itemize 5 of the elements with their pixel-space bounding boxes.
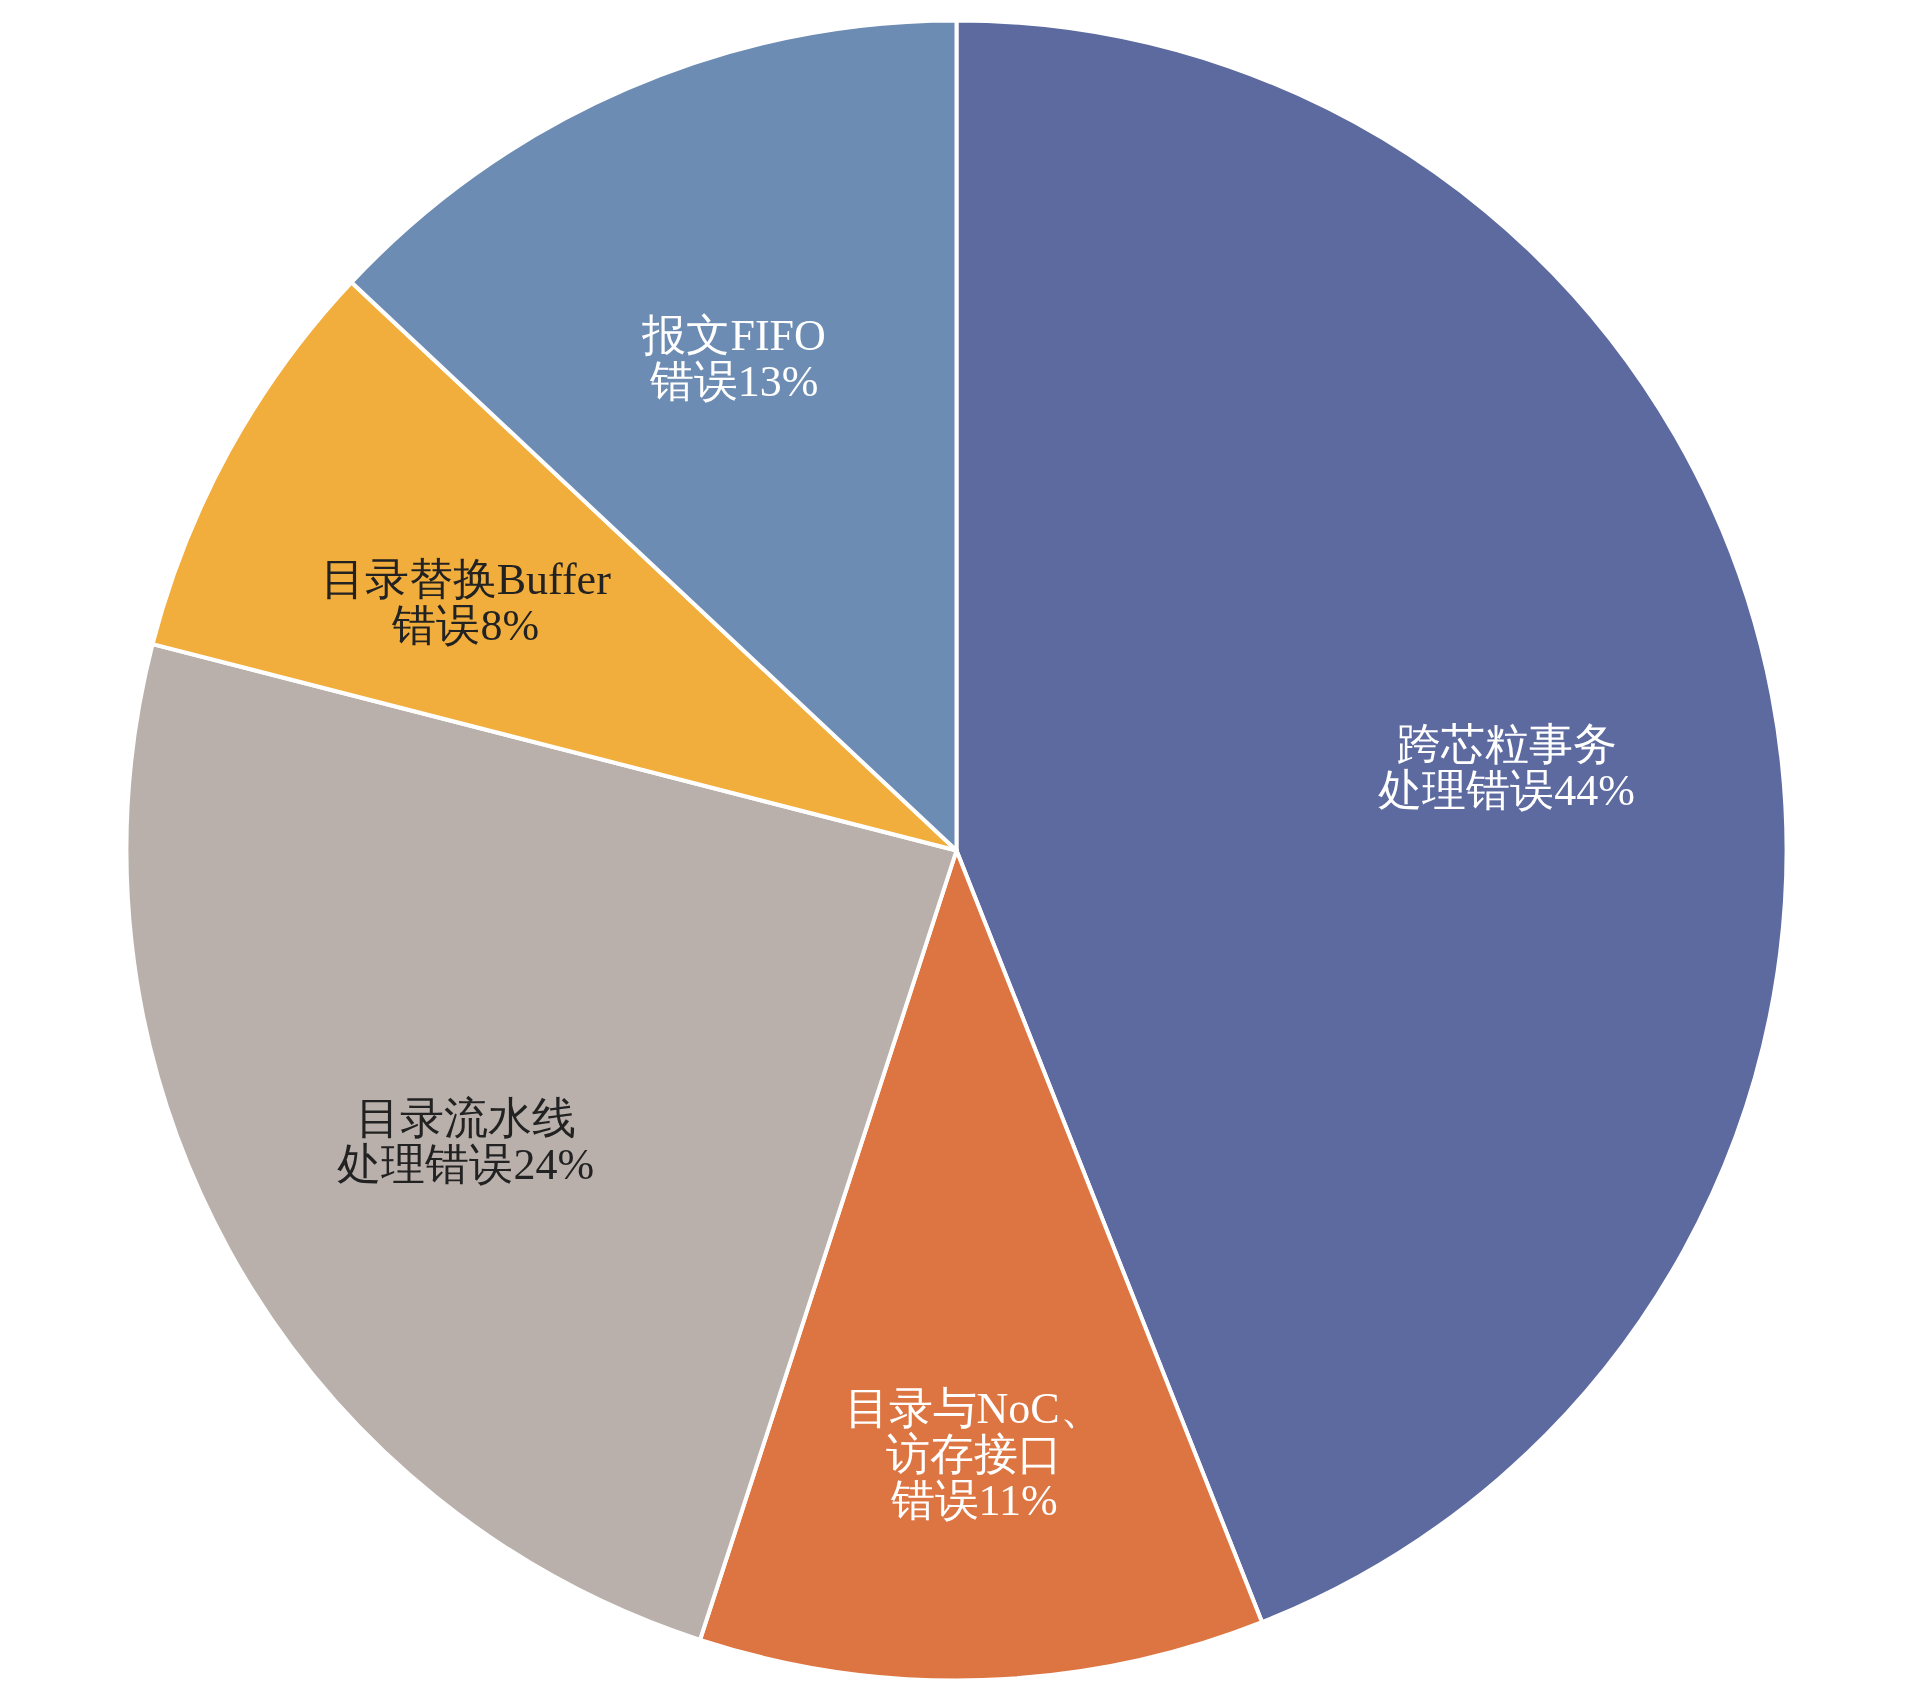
slice-label: 报文FIFO错误13% [641, 310, 826, 406]
slice-label: 目录与NoC、访存接口错误11% [844, 1384, 1104, 1526]
slice-label: 跨芯粒事务处理错误44% [1378, 719, 1635, 815]
slice-label: 目录替换Buffer错误8% [320, 554, 612, 650]
slice-label: 目录流水线处理错误24% [337, 1094, 595, 1190]
